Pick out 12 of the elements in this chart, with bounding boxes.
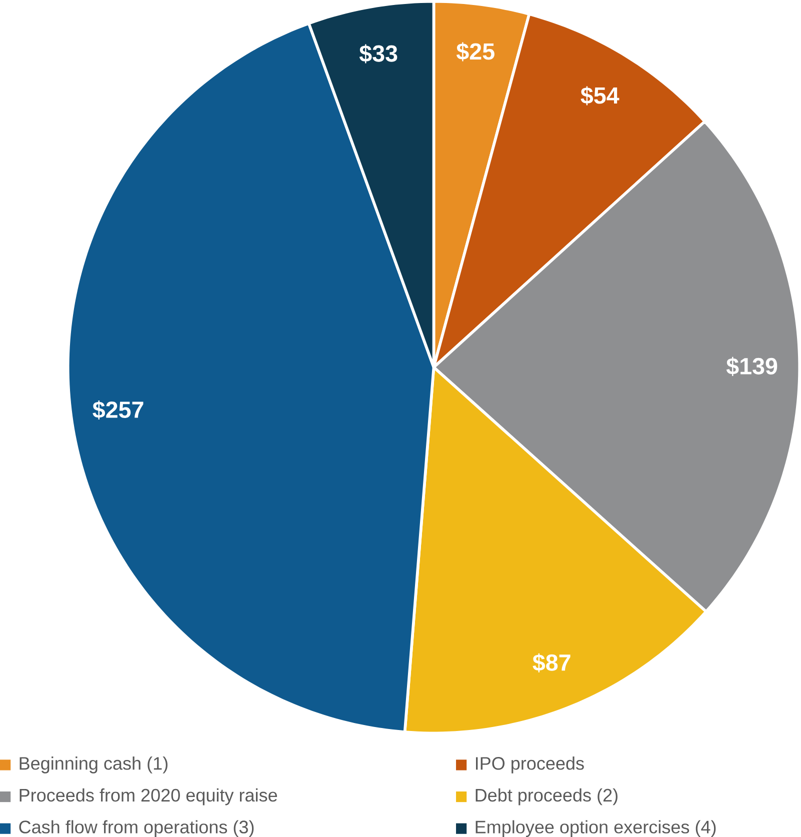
legend-label: Beginning cash (1) (20, 756, 168, 774)
data-label: $87 (532, 653, 570, 672)
legend-label: IPO proceeds (476, 756, 584, 774)
legend-label: Proceeds from 2020 equity raise (20, 788, 278, 806)
legend-label: Debt proceeds (2) (476, 788, 618, 806)
legend-label: Employee option exercises (4) (476, 820, 716, 837)
data-label: $54 (580, 86, 620, 106)
data-label: $33 (359, 44, 398, 64)
data-label: $257 (92, 400, 144, 420)
data-label: $139 (726, 356, 778, 376)
legend-label: Cash flow from operations (3) (19, 820, 254, 837)
data-label: $25 (456, 42, 494, 62)
